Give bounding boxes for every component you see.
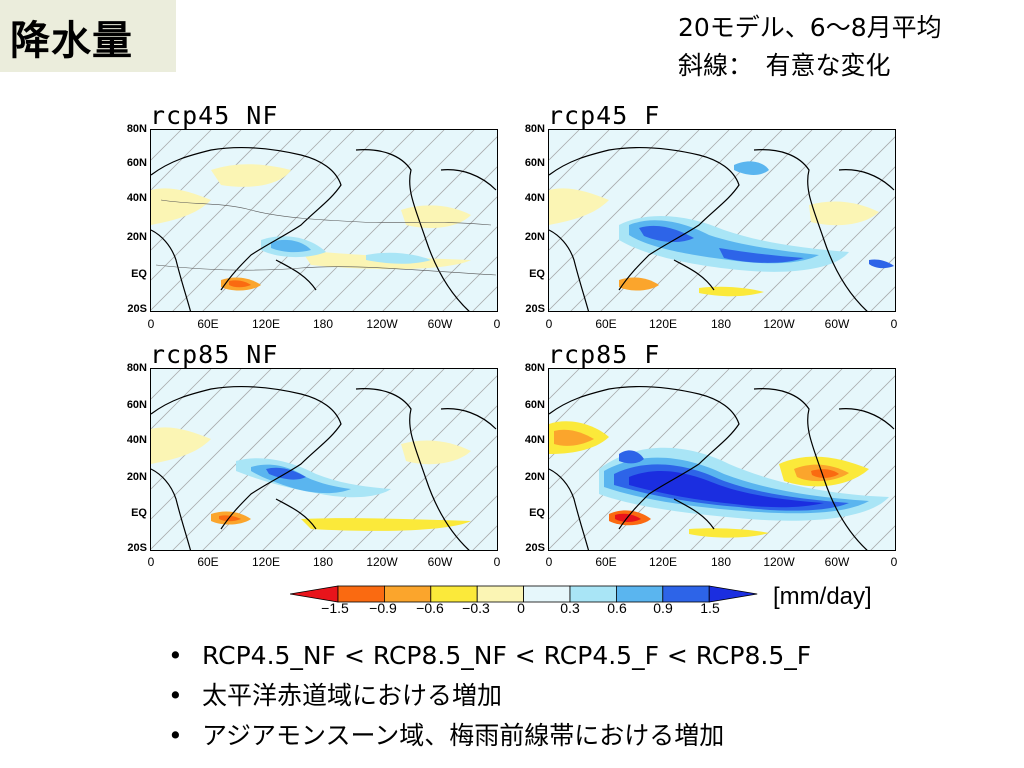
xtick-60w: 60W bbox=[427, 555, 453, 569]
ytick-80n: 80N bbox=[524, 362, 545, 374]
ytick-eq: EQ bbox=[529, 268, 545, 280]
map-panel-rcp85-f bbox=[548, 368, 896, 551]
xtick-120e: 120E bbox=[648, 317, 678, 331]
xtick-120w: 120W bbox=[366, 555, 398, 569]
xtick-60e: 60E bbox=[595, 317, 617, 331]
map-panel-rcp45-f bbox=[548, 129, 896, 312]
ytick-eq: EQ bbox=[131, 507, 147, 519]
ytick-40n: 40N bbox=[126, 434, 147, 446]
xtick-180: 180 bbox=[710, 555, 732, 569]
ytick-40n: 40N bbox=[524, 434, 545, 446]
xtick-0: 0 bbox=[545, 317, 553, 331]
colorbar-label: 0.3 bbox=[560, 600, 580, 616]
colorbar-label: 0 bbox=[517, 600, 525, 616]
xtick-0-end: 0 bbox=[493, 555, 501, 569]
panel-title-rcp85-f: rcp85_F bbox=[548, 340, 661, 369]
ytick-20n: 20N bbox=[126, 471, 147, 483]
colorbar-segment bbox=[708, 585, 758, 603]
xtick-0-end: 0 bbox=[493, 317, 501, 331]
xtick-180: 180 bbox=[710, 317, 732, 331]
bullet-item: RCP4.5_NF < RCP8.5_NF < RCP4.5_F < RCP8.… bbox=[168, 636, 811, 676]
xtick-60w: 60W bbox=[824, 317, 850, 331]
xtick-0: 0 bbox=[147, 555, 155, 569]
colorbar-unit: [mm/day] bbox=[773, 583, 872, 610]
panel-title-rcp45-nf: rcp45_NF bbox=[150, 101, 279, 130]
ytick-60n: 60N bbox=[126, 157, 147, 169]
xtick-0-end: 0 bbox=[890, 317, 898, 331]
ytick-eq: EQ bbox=[131, 268, 147, 280]
xtick-180: 180 bbox=[312, 555, 334, 569]
ytick-20s: 20S bbox=[525, 542, 545, 554]
colorbar-label: 1.5 bbox=[700, 600, 720, 616]
xtick-120e: 120E bbox=[251, 555, 281, 569]
bullet-item: アジアモンスーン域、梅雨前線帯における増加 bbox=[168, 716, 811, 756]
xtick-60w: 60W bbox=[824, 555, 850, 569]
ytick-40n: 40N bbox=[126, 192, 147, 204]
colorbar-label: −0.3 bbox=[462, 600, 490, 616]
xtick-180: 180 bbox=[312, 317, 334, 331]
panel-title-rcp45-f: rcp45_F bbox=[548, 101, 661, 130]
xtick-120w: 120W bbox=[763, 555, 795, 569]
xtick-60e: 60E bbox=[595, 555, 617, 569]
title-box: 降水量 bbox=[0, 0, 176, 72]
ytick-eq: EQ bbox=[529, 507, 545, 519]
xtick-120w: 120W bbox=[763, 317, 795, 331]
note-models: 20モデル、6～8月平均 bbox=[678, 13, 942, 42]
slide-title: 降水量 bbox=[10, 18, 133, 64]
map-panel-rcp85-nf bbox=[150, 368, 498, 551]
xtick-120e: 120E bbox=[251, 317, 281, 331]
colorbar-label: −1.5 bbox=[321, 600, 349, 616]
ytick-80n: 80N bbox=[126, 362, 147, 374]
ytick-60n: 60N bbox=[524, 399, 545, 411]
panel-title-rcp85-nf: rcp85_NF bbox=[150, 340, 279, 369]
ytick-20n: 20N bbox=[524, 471, 545, 483]
ytick-20s: 20S bbox=[127, 303, 147, 315]
note-hatching: 斜線： 有意な変化 bbox=[678, 51, 891, 80]
summary-bullets: RCP4.5_NF < RCP8.5_NF < RCP4.5_F < RCP8.… bbox=[168, 636, 811, 756]
ytick-20n: 20N bbox=[126, 231, 147, 243]
ytick-60n: 60N bbox=[126, 399, 147, 411]
bullet-item: 太平洋赤道域における増加 bbox=[168, 676, 811, 716]
colorbar-label: 0.9 bbox=[653, 600, 673, 616]
xtick-120e: 120E bbox=[648, 555, 678, 569]
ytick-20s: 20S bbox=[127, 542, 147, 554]
xtick-60w: 60W bbox=[427, 317, 453, 331]
ytick-80n: 80N bbox=[524, 123, 545, 135]
ytick-80n: 80N bbox=[126, 123, 147, 135]
xtick-0: 0 bbox=[545, 555, 553, 569]
xtick-0-end: 0 bbox=[890, 555, 898, 569]
ytick-40n: 40N bbox=[524, 192, 545, 204]
colorbar-label: −0.6 bbox=[416, 600, 444, 616]
xtick-120w: 120W bbox=[366, 317, 398, 331]
map-panel-rcp45-nf bbox=[150, 129, 498, 312]
xtick-60e: 60E bbox=[197, 317, 219, 331]
ytick-20n: 20N bbox=[524, 231, 545, 243]
ytick-60n: 60N bbox=[524, 157, 545, 169]
ytick-20s: 20S bbox=[525, 303, 545, 315]
colorbar-label: 0.6 bbox=[607, 600, 627, 616]
xtick-0: 0 bbox=[147, 317, 155, 331]
colorbar-label: −0.9 bbox=[369, 600, 397, 616]
xtick-60e: 60E bbox=[197, 555, 219, 569]
colorbar bbox=[290, 585, 758, 603]
